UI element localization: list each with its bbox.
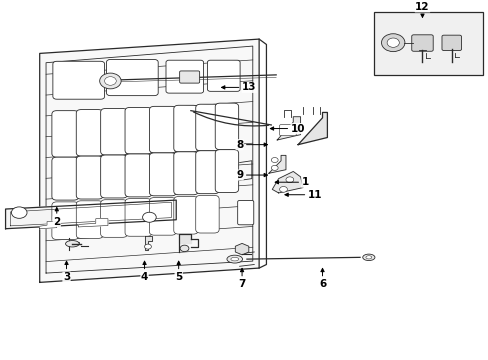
FancyBboxPatch shape <box>215 150 238 193</box>
Polygon shape <box>40 39 259 282</box>
Text: 12: 12 <box>414 2 429 17</box>
Circle shape <box>279 186 287 192</box>
Text: 9: 9 <box>236 170 267 180</box>
FancyBboxPatch shape <box>76 201 103 238</box>
FancyBboxPatch shape <box>207 60 240 91</box>
Ellipse shape <box>386 38 399 47</box>
FancyBboxPatch shape <box>149 198 176 235</box>
FancyBboxPatch shape <box>195 195 219 233</box>
Circle shape <box>142 212 156 222</box>
FancyBboxPatch shape <box>279 125 296 136</box>
FancyBboxPatch shape <box>101 108 127 155</box>
Text: 1: 1 <box>275 177 308 187</box>
Text: 10: 10 <box>270 123 305 134</box>
FancyBboxPatch shape <box>52 111 79 157</box>
FancyBboxPatch shape <box>149 106 176 153</box>
FancyBboxPatch shape <box>173 197 198 234</box>
FancyBboxPatch shape <box>53 61 104 99</box>
FancyBboxPatch shape <box>52 202 79 239</box>
Polygon shape <box>268 156 285 173</box>
Circle shape <box>285 177 293 183</box>
FancyBboxPatch shape <box>411 35 432 51</box>
Ellipse shape <box>230 257 238 261</box>
Circle shape <box>100 73 121 89</box>
Circle shape <box>11 207 27 219</box>
Circle shape <box>180 245 188 252</box>
Text: 2: 2 <box>53 207 61 226</box>
Circle shape <box>271 158 278 162</box>
Polygon shape <box>40 221 57 229</box>
FancyBboxPatch shape <box>125 107 152 154</box>
FancyBboxPatch shape <box>106 59 158 96</box>
FancyBboxPatch shape <box>441 35 461 50</box>
FancyBboxPatch shape <box>179 71 199 83</box>
Circle shape <box>144 244 151 249</box>
Text: 7: 7 <box>238 268 245 289</box>
FancyBboxPatch shape <box>52 157 79 200</box>
Ellipse shape <box>365 256 371 259</box>
Ellipse shape <box>65 240 79 247</box>
FancyBboxPatch shape <box>215 103 238 150</box>
Polygon shape <box>277 117 300 140</box>
Circle shape <box>104 77 116 85</box>
Text: 5: 5 <box>175 261 182 282</box>
Text: 13: 13 <box>221 82 256 93</box>
FancyBboxPatch shape <box>76 109 103 156</box>
Text: 11: 11 <box>285 190 322 200</box>
FancyBboxPatch shape <box>173 105 198 152</box>
Ellipse shape <box>381 34 404 51</box>
Text: 6: 6 <box>318 268 325 289</box>
FancyBboxPatch shape <box>76 156 103 199</box>
FancyBboxPatch shape <box>373 12 483 75</box>
FancyBboxPatch shape <box>101 155 127 198</box>
Text: 4: 4 <box>141 261 148 282</box>
FancyBboxPatch shape <box>149 153 176 196</box>
FancyBboxPatch shape <box>237 201 253 225</box>
Text: 8: 8 <box>236 140 267 150</box>
FancyBboxPatch shape <box>195 104 219 151</box>
FancyBboxPatch shape <box>125 154 152 197</box>
Polygon shape <box>272 171 303 193</box>
Polygon shape <box>178 234 190 243</box>
FancyBboxPatch shape <box>195 151 219 194</box>
Circle shape <box>271 165 278 170</box>
Polygon shape <box>298 112 327 145</box>
FancyBboxPatch shape <box>125 199 152 236</box>
Polygon shape <box>79 219 108 227</box>
Text: 3: 3 <box>63 261 70 282</box>
FancyBboxPatch shape <box>165 60 203 93</box>
Ellipse shape <box>226 255 242 263</box>
Polygon shape <box>144 236 152 250</box>
FancyBboxPatch shape <box>173 152 198 195</box>
FancyBboxPatch shape <box>101 200 127 237</box>
Ellipse shape <box>362 254 374 261</box>
Polygon shape <box>5 200 176 229</box>
